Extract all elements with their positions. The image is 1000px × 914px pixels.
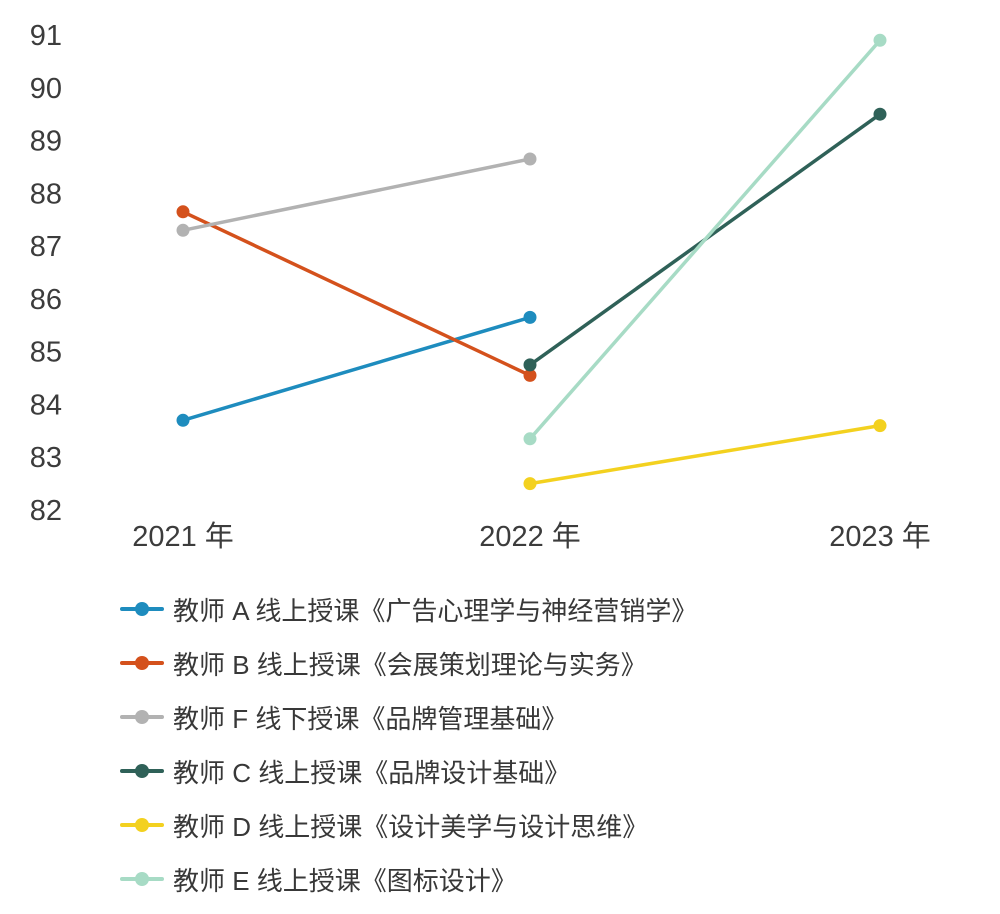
data-point-marker <box>523 152 537 166</box>
legend-item: 教师 A 线上授课《广告心理学与神经营销学》 <box>120 582 1000 636</box>
series-line <box>182 210 531 377</box>
data-point-marker <box>523 310 537 324</box>
y-tick-label: 82 <box>30 495 62 527</box>
legend-label: 教师 C 线上授课《品牌设计基础》 <box>173 757 571 788</box>
data-point-marker <box>523 477 537 491</box>
y-tick-label: 83 <box>30 442 62 474</box>
legend-label: 教师 E 线上授课《图标设计》 <box>173 865 517 896</box>
data-point-marker <box>873 419 887 433</box>
series-line <box>528 39 882 440</box>
legend-marker-icon <box>120 818 164 832</box>
data-point-marker <box>523 358 537 372</box>
legend-label: 教师 B 线上授课《会展策划理论与实务》 <box>173 649 647 680</box>
y-tick-label: 90 <box>30 73 62 105</box>
legend-item: 教师 B 线上授课《会展策划理论与实务》 <box>120 636 1000 690</box>
legend-marker-icon <box>120 764 164 778</box>
legend-item: 教师 C 线上授课《品牌设计基础》 <box>120 744 1000 798</box>
y-tick-label: 87 <box>30 231 62 263</box>
legend-item: 教师 F 线下授课《品牌管理基础》 <box>120 690 1000 744</box>
y-tick-label: 91 <box>30 20 62 52</box>
series-line <box>182 157 531 233</box>
data-point-marker <box>176 413 190 427</box>
y-tick-label: 84 <box>30 389 62 421</box>
x-tick-label: 2021 年 <box>132 520 234 553</box>
legend-marker-icon <box>120 710 164 724</box>
series-line <box>529 423 881 486</box>
y-tick-label: 88 <box>30 178 62 210</box>
data-point-marker <box>176 223 190 237</box>
data-point-marker <box>176 205 190 219</box>
x-tick-label: 2022 年 <box>479 520 581 553</box>
legend-marker-icon <box>120 656 164 670</box>
data-point-marker <box>873 33 887 47</box>
legend-label: 教师 D 线上授课《设计美学与设计思维》 <box>173 811 649 842</box>
y-tick-label: 85 <box>30 337 62 369</box>
chart-legend: 教师 A 线上授课《广告心理学与神经营销学》 教师 B 线上授课《会展策划理论与实… <box>120 582 1000 906</box>
legend-marker-icon <box>120 872 164 886</box>
legend-label: 教师 F 线下授课《品牌管理基础》 <box>173 703 568 734</box>
y-tick-label: 86 <box>30 284 62 316</box>
series-line <box>182 315 531 422</box>
data-point-marker <box>523 432 537 446</box>
legend-item: 教师 D 线上授课《设计美学与设计思维》 <box>120 798 1000 852</box>
x-tick-label: 2023 年 <box>829 520 931 553</box>
data-point-marker <box>873 107 887 121</box>
legend-item: 教师 E 线上授课《图标设计》 <box>120 852 1000 906</box>
y-tick-label: 89 <box>30 126 62 158</box>
data-point-marker <box>523 368 537 382</box>
legend-label: 教师 A 线上授课《广告心理学与神经营销学》 <box>173 595 698 626</box>
legend-marker-icon <box>120 602 164 616</box>
chart-plot-area: 91 90 89 88 87 86 85 84 83 82 2021 年 2022 年 2023 年 <box>30 20 931 553</box>
